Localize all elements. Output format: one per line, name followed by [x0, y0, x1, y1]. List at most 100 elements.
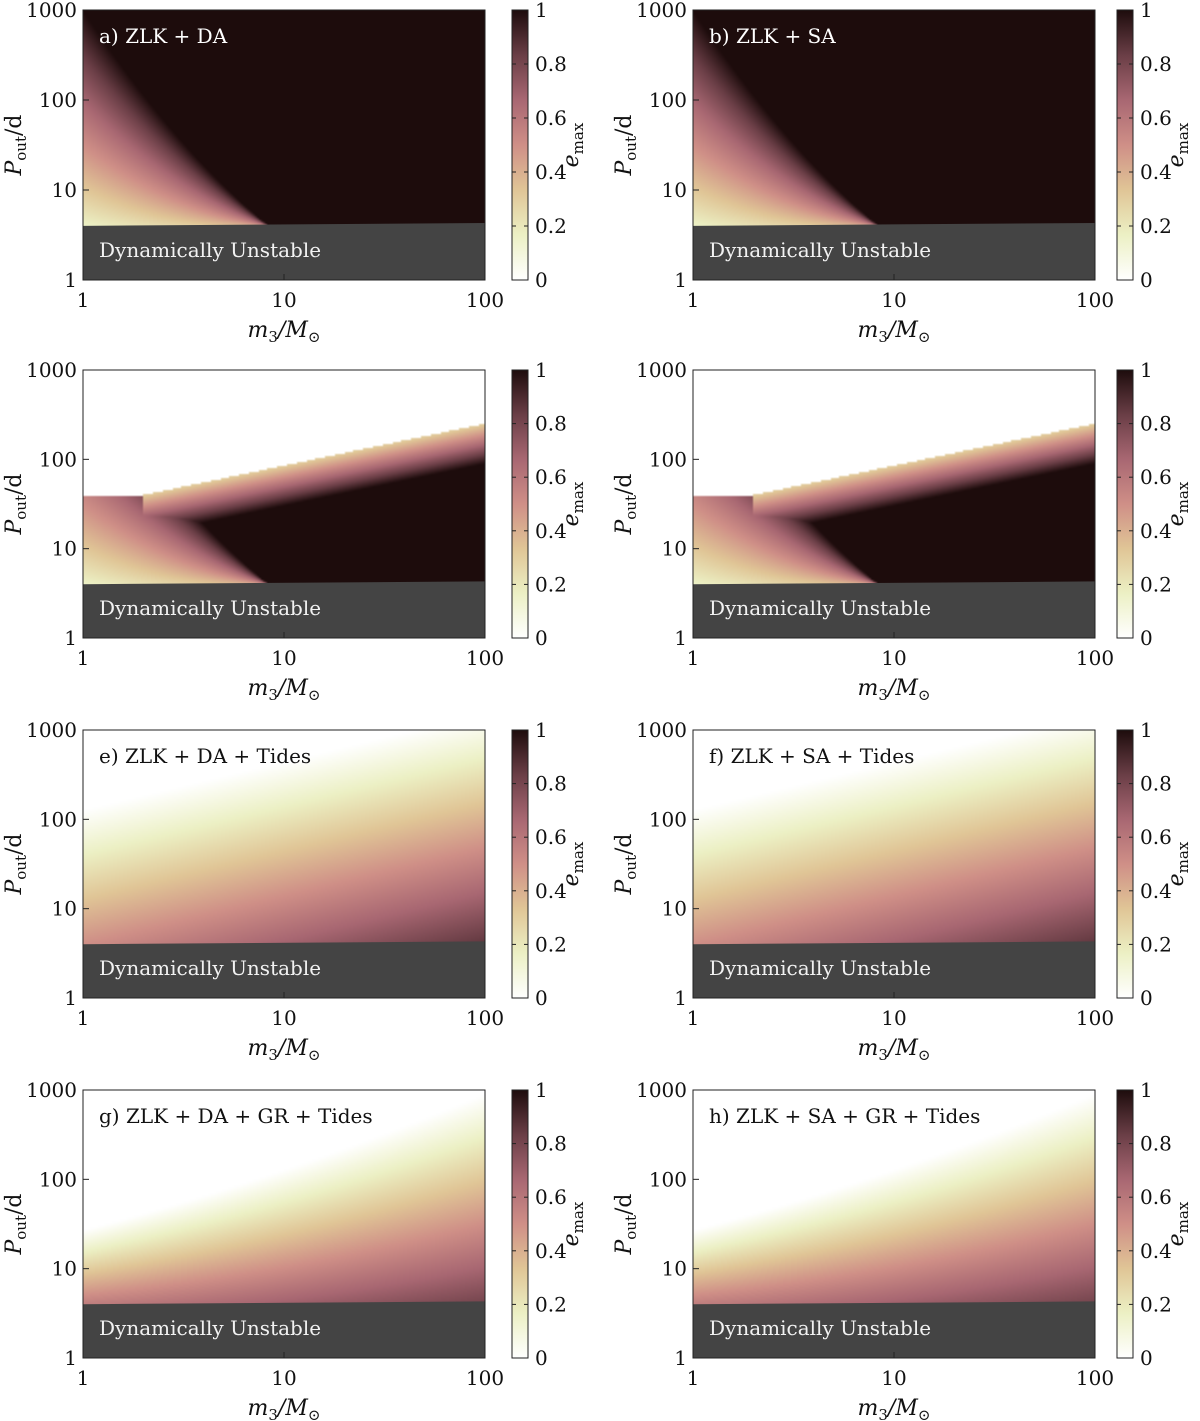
colorbar-tick-label: 1 — [1140, 1078, 1153, 1102]
y-tick-label: 1 — [674, 986, 687, 1010]
x-tick-label: 100 — [466, 1366, 504, 1390]
colorbar-tick-label: 0.8 — [1140, 412, 1172, 436]
colorbar-tick-label: 0.4 — [1140, 160, 1172, 184]
colorbar-tick-label: 0.6 — [1140, 106, 1172, 130]
colorbar-tick-label: 0 — [1140, 1346, 1153, 1370]
unstable-region-g — [83, 1301, 485, 1358]
y-tick-label: 10 — [52, 178, 77, 202]
x-axis-label: m3/M⊙ — [858, 1396, 931, 1421]
y-tick-label: 100 — [649, 447, 687, 471]
y-tick-label: 100 — [39, 807, 77, 831]
colorbar-tick-label: 0 — [1140, 626, 1153, 650]
colorbar-g — [511, 1089, 529, 1359]
colorbar-tick-label: 0.6 — [1140, 825, 1172, 849]
x-tick-label: 100 — [466, 646, 504, 670]
x-tick-label: 10 — [881, 1366, 906, 1390]
x-tick-label: 100 — [466, 1006, 504, 1030]
unstable-label-c: Dynamically Unstable — [99, 596, 321, 620]
y-axis-label: Pout/d — [2, 833, 30, 895]
y-tick-label: 1 — [674, 268, 687, 292]
colorbar-tick-label: 1 — [1140, 0, 1153, 22]
x-tick-label: 1 — [77, 288, 90, 312]
colorbar-tick-label: 1 — [535, 358, 548, 382]
x-axis-label: m3/M⊙ — [248, 1036, 321, 1064]
unstable-region-c — [83, 581, 485, 638]
colorbar-tick-label: 0.4 — [535, 160, 567, 184]
x-axis-label: m3/M⊙ — [248, 1396, 321, 1421]
y-axis-label: Pout/d — [612, 833, 640, 895]
x-tick-label: 1 — [687, 288, 700, 312]
unstable-region-a — [83, 222, 485, 280]
y-tick-label: 100 — [39, 88, 77, 112]
colorbar-a — [511, 9, 529, 281]
x-tick-label: 10 — [881, 1006, 906, 1030]
x-tick-label: 1 — [77, 646, 90, 670]
colorbar-tick-label: 0.2 — [535, 932, 567, 956]
y-tick-label: 1 — [674, 626, 687, 650]
colorbar-tick-label: 0.2 — [535, 1292, 567, 1316]
unstable-region-d — [693, 581, 1095, 638]
colorbar-f — [1116, 729, 1134, 999]
colorbar-c — [511, 369, 529, 639]
colorbar-d — [1116, 369, 1134, 639]
x-tick-label: 10 — [271, 288, 296, 312]
colorbar-tick-label: 0.8 — [535, 772, 567, 796]
y-tick-label: 1 — [674, 1346, 687, 1370]
y-tick-label: 1000 — [636, 1078, 687, 1102]
colorbar-tick-label: 1 — [1140, 718, 1153, 742]
colorbar-h — [1116, 1089, 1134, 1359]
colorbar-tick-label: 0.4 — [535, 519, 567, 543]
colorbar-tick-label: 0.2 — [1140, 214, 1172, 238]
y-axis-label: Pout/d — [612, 473, 640, 535]
y-tick-label: 10 — [662, 1257, 687, 1281]
colorbar-label: emax — [1164, 122, 1192, 167]
unstable-region-e — [83, 941, 485, 998]
panel-title-d: d) ZLK + SA + GR — [709, 384, 897, 408]
colorbar-label: emax — [559, 1201, 587, 1246]
y-tick-label: 1000 — [26, 1078, 77, 1102]
unstable-label-a: Dynamically Unstable — [99, 238, 321, 262]
x-tick-label: 10 — [271, 1366, 296, 1390]
unstable-label-g: Dynamically Unstable — [99, 1316, 321, 1340]
y-tick-label: 10 — [52, 1257, 77, 1281]
colorbar-label: emax — [1164, 1201, 1192, 1246]
colorbar-tick-label: 0.6 — [535, 825, 567, 849]
y-tick-label: 1000 — [636, 358, 687, 382]
colorbar-tick-label: 0.4 — [1140, 1239, 1172, 1263]
colorbar-tick-label: 1 — [1140, 358, 1153, 382]
x-axis-label: m3/M⊙ — [248, 676, 321, 704]
colorbar-tick-label: 0 — [535, 1346, 548, 1370]
x-axis-label: m3/M⊙ — [858, 1036, 931, 1064]
y-tick-label: 100 — [649, 807, 687, 831]
colorbar-tick-label: 0.6 — [535, 1185, 567, 1209]
colorbar-tick-label: 0 — [535, 626, 548, 650]
colorbar-tick-label: 0.4 — [1140, 879, 1172, 903]
panel-title-a: a) ZLK + DA — [99, 24, 228, 48]
colorbar-tick-label: 0.8 — [535, 1132, 567, 1156]
x-tick-label: 1 — [77, 1006, 90, 1030]
x-tick-label: 1 — [687, 1366, 700, 1390]
colorbar-tick-label: 0.8 — [535, 52, 567, 76]
x-tick-label: 10 — [271, 1006, 296, 1030]
panel-title-f: f) ZLK + SA + Tides — [709, 744, 914, 768]
colorbar-tick-label: 0.2 — [1140, 572, 1172, 596]
x-tick-label: 10 — [881, 288, 906, 312]
colorbar-tick-label: 0 — [535, 268, 548, 292]
colorbar-label: emax — [1164, 841, 1192, 886]
y-tick-label: 1000 — [26, 718, 77, 742]
x-tick-label: 100 — [1076, 1366, 1114, 1390]
colorbar-tick-label: 0.6 — [1140, 1185, 1172, 1209]
x-axis-label: m3/M⊙ — [248, 318, 321, 346]
colorbar-tick-label: 0 — [1140, 986, 1153, 1010]
colorbar-tick-label: 0.6 — [1140, 465, 1172, 489]
unstable-label-e: Dynamically Unstable — [99, 956, 321, 980]
y-tick-label: 10 — [662, 897, 687, 921]
colorbar-tick-label: 0 — [1140, 268, 1153, 292]
